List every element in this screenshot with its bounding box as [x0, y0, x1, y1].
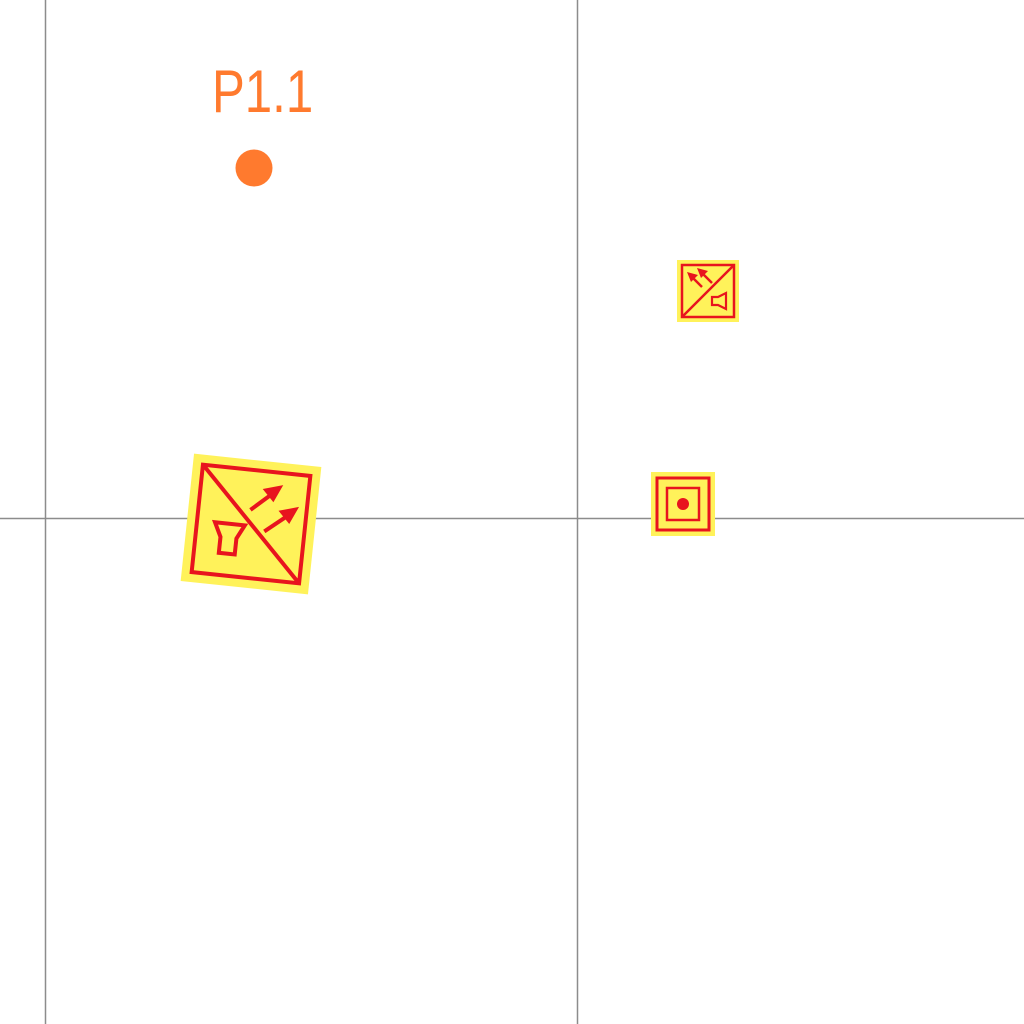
manual-call-point-icon[interactable]	[651, 472, 715, 536]
point-marker-icon[interactable]	[235, 149, 273, 187]
small-directional-sounder-icon[interactable]	[677, 260, 739, 322]
point-label: P1.1	[212, 57, 313, 125]
directional-sounder-icon[interactable]	[180, 453, 322, 595]
